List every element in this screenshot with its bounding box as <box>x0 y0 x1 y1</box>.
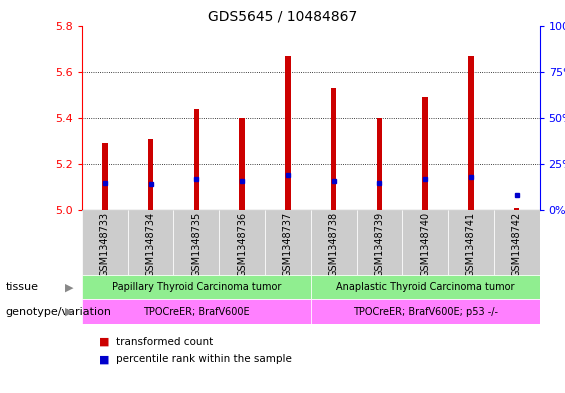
Bar <box>468 55 473 210</box>
Text: GSM1348738: GSM1348738 <box>329 212 338 277</box>
Bar <box>82 275 311 299</box>
Bar <box>311 210 357 275</box>
Bar <box>311 299 540 324</box>
Bar <box>194 108 199 210</box>
Text: ▶: ▶ <box>65 282 73 292</box>
Bar <box>448 210 494 275</box>
Bar <box>240 118 245 210</box>
Text: GDS5645 / 10484867: GDS5645 / 10484867 <box>208 10 357 24</box>
Bar <box>514 208 519 210</box>
Bar <box>402 210 448 275</box>
Bar <box>219 210 265 275</box>
Text: GSM1348742: GSM1348742 <box>512 212 521 277</box>
Text: genotype/variation: genotype/variation <box>6 307 112 317</box>
Bar <box>331 88 336 210</box>
Text: tissue: tissue <box>6 282 38 292</box>
Bar <box>357 210 402 275</box>
Text: GSM1348735: GSM1348735 <box>192 212 201 277</box>
Bar <box>148 139 153 210</box>
Text: Anaplastic Thyroid Carcinoma tumor: Anaplastic Thyroid Carcinoma tumor <box>336 282 514 292</box>
Bar <box>102 143 107 210</box>
Text: GSM1348737: GSM1348737 <box>283 212 293 277</box>
Text: GSM1348734: GSM1348734 <box>146 212 155 277</box>
Text: GSM1348739: GSM1348739 <box>375 212 384 277</box>
Bar <box>265 210 311 275</box>
Text: TPOCreER; BrafV600E: TPOCreER; BrafV600E <box>143 307 250 317</box>
Text: transformed count: transformed count <box>116 336 213 347</box>
Bar <box>494 210 540 275</box>
Text: ■: ■ <box>99 336 110 347</box>
Bar <box>173 210 219 275</box>
Text: percentile rank within the sample: percentile rank within the sample <box>116 354 292 364</box>
Bar <box>423 97 428 210</box>
Text: Papillary Thyroid Carcinoma tumor: Papillary Thyroid Carcinoma tumor <box>112 282 281 292</box>
Bar <box>311 275 540 299</box>
Bar <box>82 299 311 324</box>
Bar <box>82 210 128 275</box>
Text: GSM1348736: GSM1348736 <box>237 212 247 277</box>
Text: ■: ■ <box>99 354 110 364</box>
Text: TPOCreER; BrafV600E; p53 -/-: TPOCreER; BrafV600E; p53 -/- <box>353 307 498 317</box>
Bar <box>128 210 173 275</box>
Text: GSM1348733: GSM1348733 <box>100 212 110 277</box>
Text: ▶: ▶ <box>65 307 73 317</box>
Text: GSM1348741: GSM1348741 <box>466 212 476 277</box>
Text: GSM1348740: GSM1348740 <box>420 212 430 277</box>
Bar <box>285 55 290 210</box>
Bar <box>377 118 382 210</box>
